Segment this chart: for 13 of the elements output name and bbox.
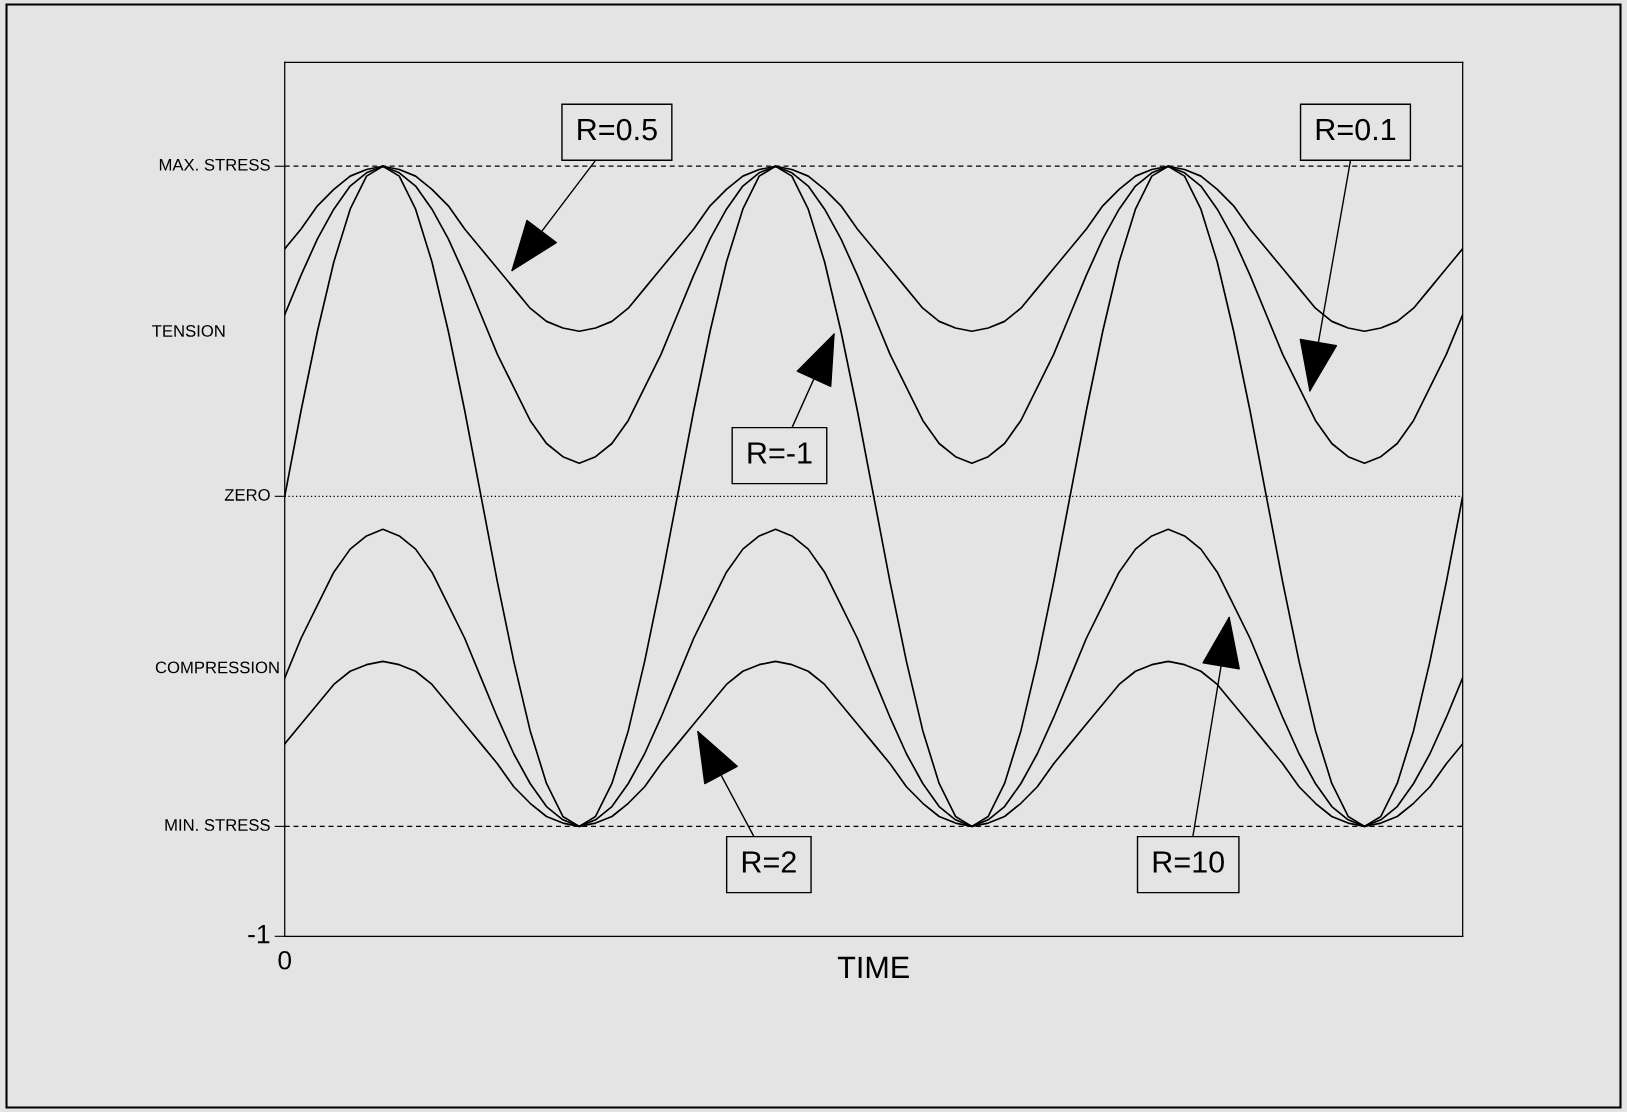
- x-axis-title: TIME: [837, 956, 909, 978]
- text: R=2: [742, 851, 796, 873]
- ref-line-label: MIN. STRESS: [165, 819, 270, 831]
- text: R=10: [1153, 851, 1224, 873]
- text: R=0.5: [578, 118, 657, 141]
- text: -1: [248, 924, 270, 944]
- ref-line-label: ZERO: [224, 488, 270, 501]
- text: TENSION: [152, 325, 225, 337]
- text: COMPRESSION: [155, 661, 279, 674]
- ref-line-label: MAX. STRESS: [159, 158, 270, 171]
- text: 0: [278, 950, 292, 970]
- annotation: R=-1: [748, 442, 812, 464]
- text: R=0.1: [1316, 118, 1396, 141]
